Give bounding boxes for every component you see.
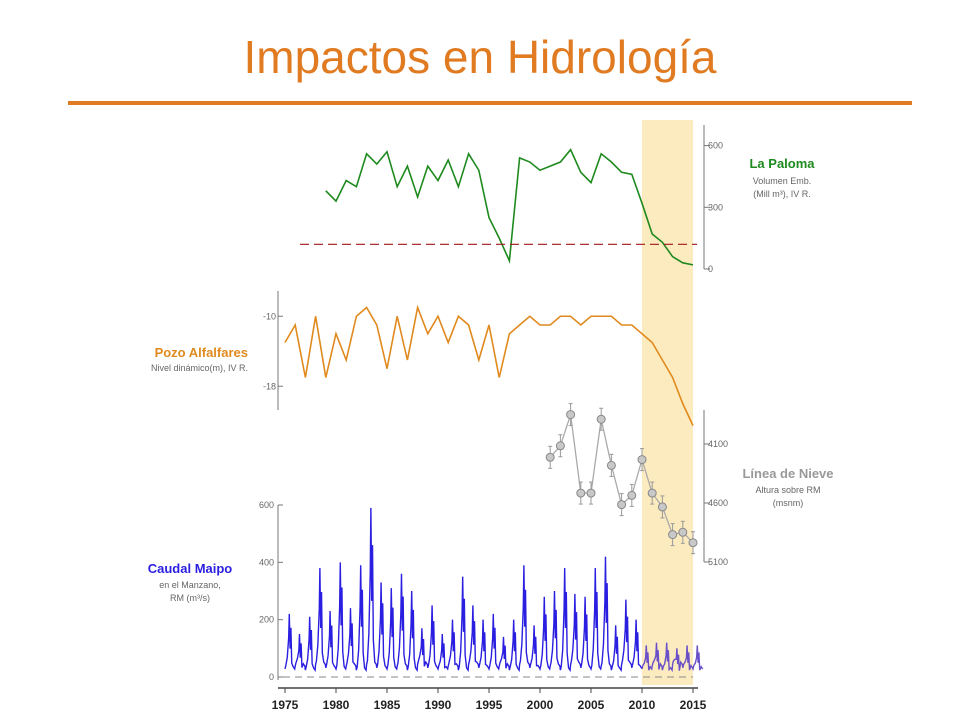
nieve-point [678,527,688,537]
nieve-point [545,452,555,462]
page-title: Impactos en Hidrología [243,31,717,83]
nieve-point [576,488,586,498]
caudal-sub-label: en el Manzano, [159,580,221,590]
nieve-y-tick-label: 4600 [708,498,728,508]
pozo-series-line [284,304,694,426]
paloma-series-line [325,148,694,266]
caudal-series-line [284,507,643,673]
paloma-y-tick-label: 300 [708,202,723,212]
x-tick-label: 1980 [323,698,350,712]
nieve-y-tick-label: 4100 [708,439,728,449]
caudal-y-tick-label: 0 [269,672,274,682]
paloma-y-tick-label: 0 [708,264,713,274]
nieve-point [647,488,657,498]
nieve-y-tick-label: 5100 [708,557,728,567]
x-tick-label: 1975 [272,698,299,712]
caudal-y-tick-label: 400 [259,557,274,567]
nieve-point [586,488,596,498]
paloma-sub-label: Volumen Emb. [753,176,812,186]
caudal-label: Caudal Maipo [148,561,233,576]
nieve-sub-label: Altura sobre RM [755,485,820,495]
pozo-y-tick-label: -18 [263,381,276,391]
nieve-label: Línea de Nieve [742,466,833,481]
x-tick-label: 1985 [374,698,401,712]
nieve-point [555,441,565,451]
x-tick-label: 2000 [527,698,554,712]
nieve-point [596,414,606,424]
nieve-point [566,410,576,420]
nieve-point [688,538,698,548]
nieve-point [657,502,667,512]
pozo-label: Pozo Alfalfares [155,345,248,360]
x-tick-label: 1990 [425,698,452,712]
nieve-point [637,455,647,465]
caudal-sub-label: RM (m³/s) [170,593,210,603]
nieve-sub-label: (msnm) [773,498,804,508]
paloma-label: La Paloma [749,156,815,171]
nieve-point [627,490,637,500]
pozo-sub-label: Nivel dinámico(m), IV R. [151,363,248,373]
title-underline [68,101,912,105]
nieve-point [617,500,627,510]
nieve-point [606,460,616,470]
caudal-y-tick-label: 200 [259,615,274,625]
caudal-series-line-recent [641,642,704,673]
x-tick-label: 2010 [629,698,656,712]
caudal-y-tick-label: 600 [259,500,274,510]
x-tick-label: 2005 [578,698,605,712]
x-tick-label: 1995 [476,698,503,712]
highlight-band [642,120,693,685]
nieve-point [668,530,678,540]
x-tick-label: 2015 [680,698,707,712]
paloma-y-tick-label: 600 [708,141,723,151]
paloma-sub-label: (Mill m³), IV R. [753,189,811,199]
pozo-y-tick-label: -10 [263,311,276,321]
